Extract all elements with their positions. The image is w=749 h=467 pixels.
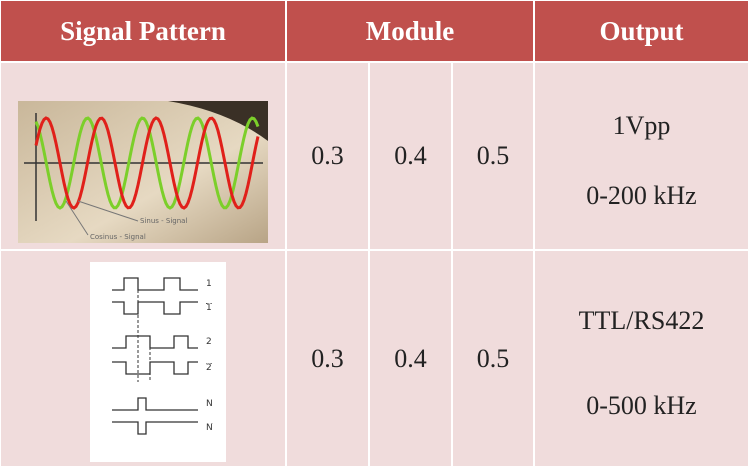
image-label: 1 [206, 303, 212, 313]
image-cell: Sinus - Signal Cosinus - Signal [0, 62, 286, 250]
cell-text: 0-500 kHz [586, 390, 697, 420]
image-label: Sinus - Signal [140, 217, 187, 225]
cell-text: TTL/RS422 [578, 306, 705, 336]
output-cell: 1Vpp 0-200 kHz [534, 62, 749, 250]
waveform [112, 277, 198, 291]
image-label: N [206, 399, 213, 409]
header-cell: Module [286, 0, 534, 62]
waveform [112, 397, 198, 411]
image-label: Cosinus - Signal [90, 233, 146, 241]
waveform [112, 421, 198, 435]
cell: 0.5 [452, 62, 534, 250]
digital-signal-image: 1 1 2 2 N N [90, 262, 226, 462]
cell-text: 0-200 kHz [586, 181, 697, 210]
waveform [112, 335, 198, 349]
cell: 0.3 [286, 62, 369, 250]
header-cell: Output [534, 0, 749, 62]
waveform [112, 301, 198, 315]
cell: 0.4 [369, 62, 452, 250]
output-cell: TTL/RS422 0-500 kHz [534, 250, 749, 467]
image-label: 2 [206, 337, 212, 347]
header-cell: Signal Pattern [0, 0, 286, 62]
image-label: 1 [206, 279, 212, 289]
analog-signal-image: Sinus - Signal Cosinus - Signal [18, 101, 268, 243]
image-label: 2 [206, 363, 212, 373]
cell: 0.4 [369, 250, 452, 467]
cell: 0.3 [286, 250, 369, 467]
cell-text: 1Vpp [612, 111, 671, 140]
cell: 0.5 [452, 250, 534, 467]
waveform [112, 361, 198, 375]
image-label: N [206, 423, 213, 433]
image-cell: 1 1 2 2 N N [0, 250, 286, 467]
